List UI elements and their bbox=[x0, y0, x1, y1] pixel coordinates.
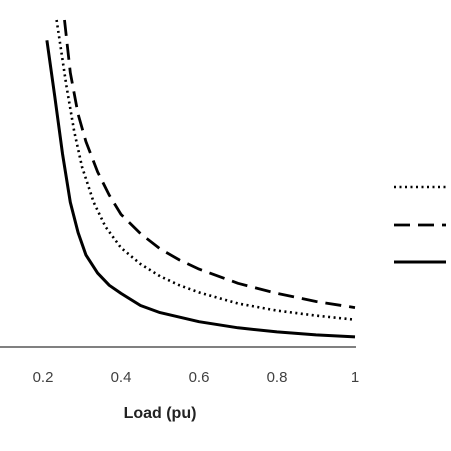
series-line-solid bbox=[45, 40, 356, 339]
x-tick-label: 0.2 bbox=[33, 369, 54, 386]
legend bbox=[394, 185, 446, 264]
x-tick-label: 1 bbox=[351, 369, 359, 386]
series-line-dashed bbox=[63, 19, 356, 309]
series-line-dotted bbox=[55, 19, 356, 321]
x-tick-labels: 0.2 0.4 0.6 0.8 1 bbox=[33, 369, 360, 386]
x-tick-label: 0.6 bbox=[189, 369, 210, 386]
series-group bbox=[45, 19, 356, 339]
x-tick-label: 0.4 bbox=[111, 369, 132, 386]
x-tick-label: 0.8 bbox=[267, 369, 288, 386]
x-axis-title: Load (pu) bbox=[124, 405, 197, 422]
